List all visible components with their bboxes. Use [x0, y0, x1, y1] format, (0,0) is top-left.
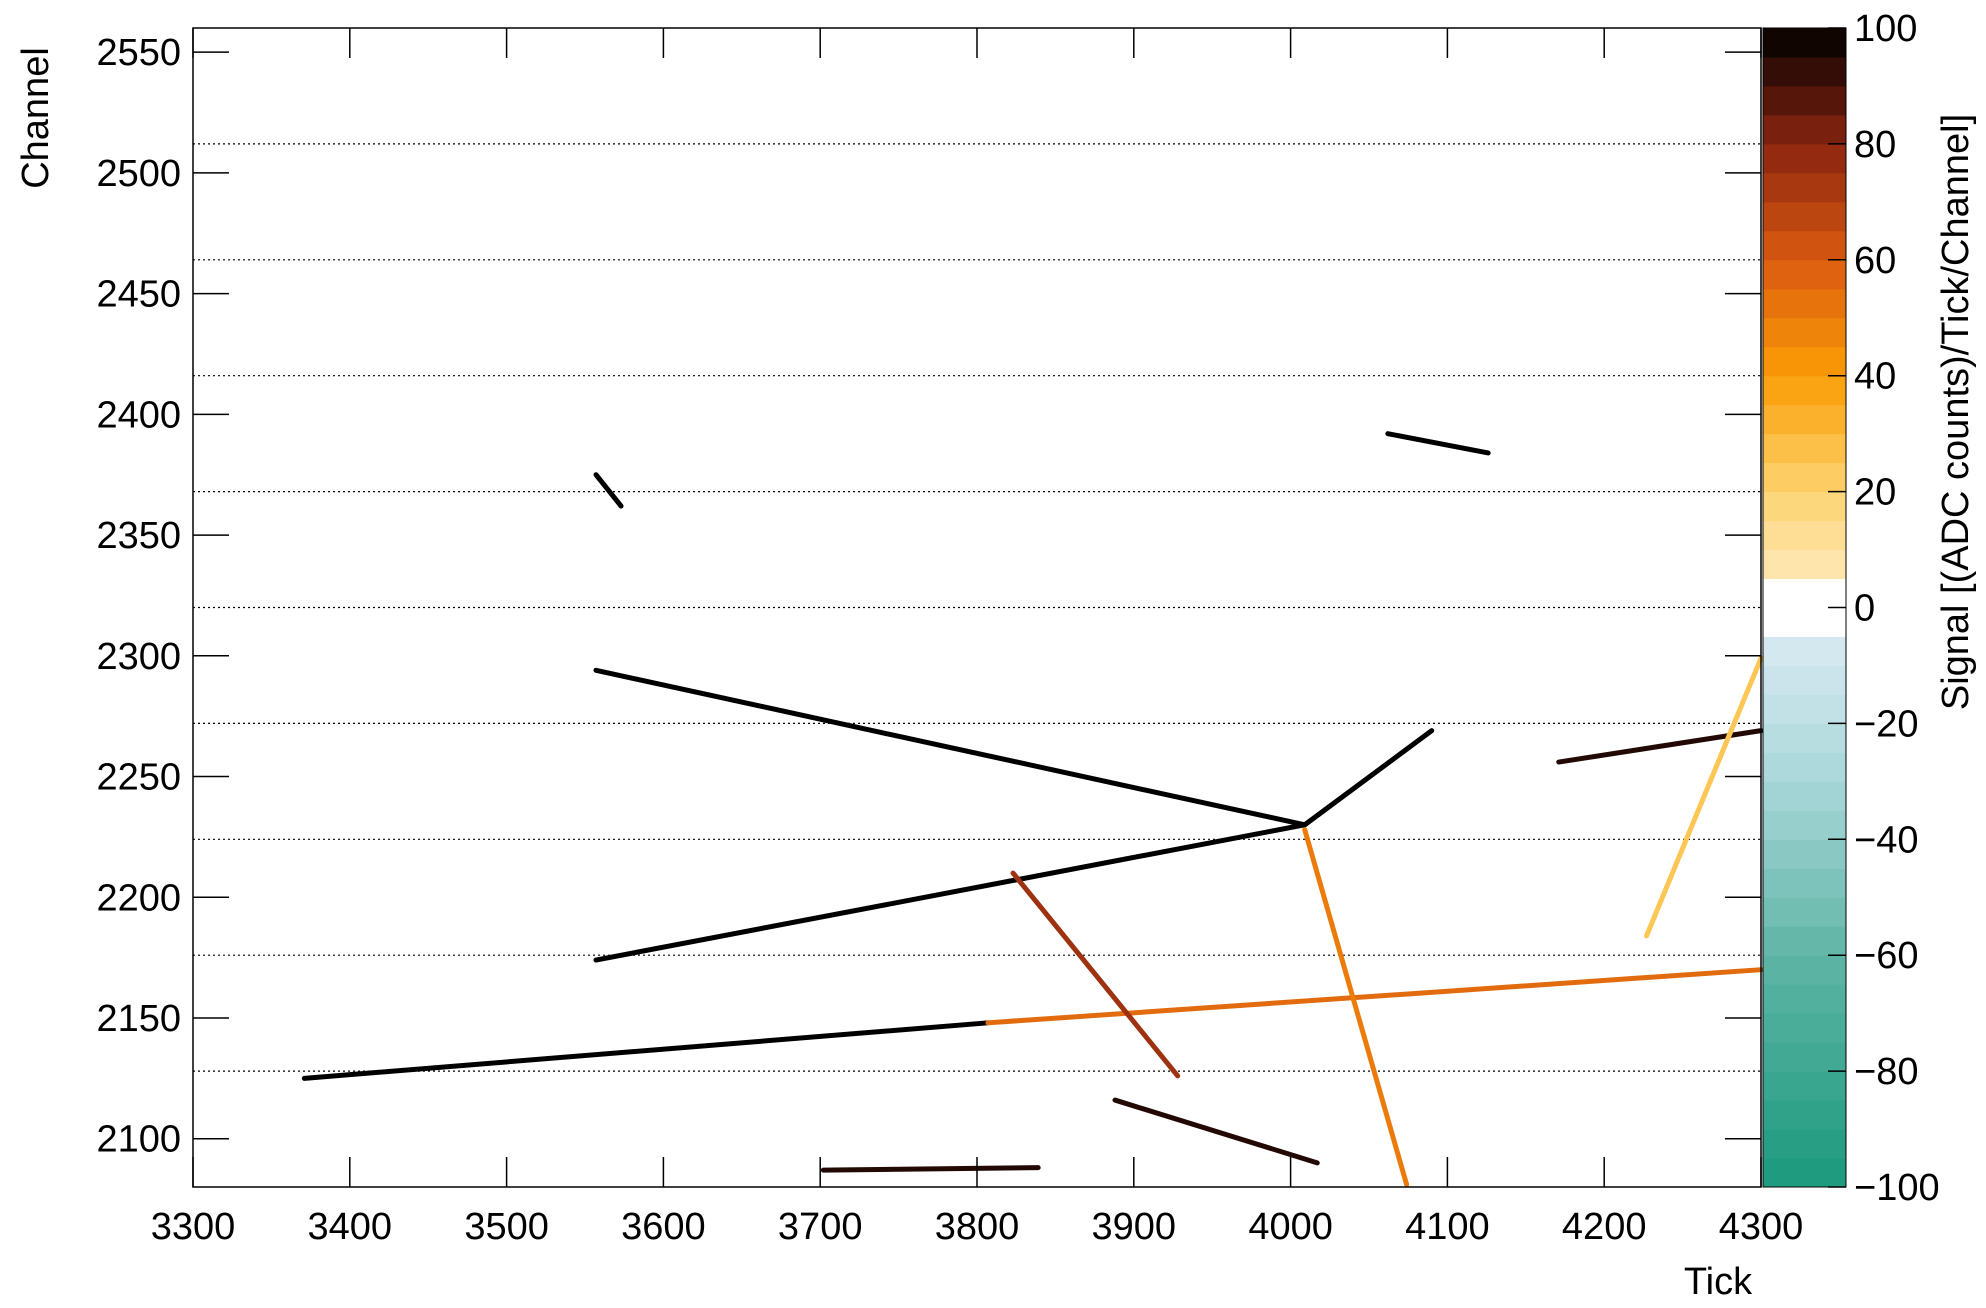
colorbar-tick-label: 80 — [1854, 124, 1896, 166]
colorbar-step — [1763, 57, 1846, 86]
colorbar-tick-label: −80 — [1854, 1051, 1918, 1093]
colorbar-tick-label: −20 — [1854, 703, 1918, 745]
colorbar-step — [1763, 868, 1846, 897]
colorbar-step — [1763, 1129, 1846, 1158]
colorbar-tick-label: 100 — [1854, 8, 1917, 50]
colorbar-tick-label: −60 — [1854, 935, 1918, 977]
colorbar-step — [1763, 984, 1846, 1013]
colorbar-step — [1763, 781, 1846, 810]
colorbar-step — [1763, 839, 1846, 868]
x-tick-label: 3900 — [1092, 1206, 1177, 1248]
colorbar-step — [1763, 810, 1846, 839]
colorbar-step — [1763, 173, 1846, 202]
y-tick-label: 2450 — [96, 274, 181, 316]
x-tick-label: 4100 — [1405, 1206, 1490, 1248]
colorbar-step — [1763, 28, 1846, 57]
y-tick-label: 2400 — [96, 394, 181, 436]
y-tick-label: 2500 — [96, 153, 181, 195]
colorbar-step — [1763, 144, 1846, 173]
colorbar-step — [1763, 752, 1846, 781]
colorbar-step — [1763, 463, 1846, 492]
colorbar-step — [1763, 579, 1846, 608]
y-tick-label: 2550 — [96, 32, 181, 74]
x-tick-label: 3700 — [778, 1206, 863, 1248]
colorbar-step — [1763, 1158, 1846, 1187]
y-tick-label: 2200 — [96, 877, 181, 919]
y-tick-label: 2150 — [96, 998, 181, 1040]
y-tick-label: 2100 — [96, 1119, 181, 1161]
colorbar-step — [1763, 694, 1846, 723]
x-tick-label: 4200 — [1562, 1206, 1647, 1248]
colorbar-step — [1763, 521, 1846, 550]
x-tick-label: 4300 — [1719, 1206, 1804, 1248]
y-tick-label: 2250 — [96, 757, 181, 799]
colorbar-step — [1763, 289, 1846, 318]
colorbar-step — [1763, 608, 1846, 637]
colorbar-step — [1763, 115, 1846, 144]
colorbar-step — [1763, 202, 1846, 231]
colorbar-tick-label: 60 — [1854, 240, 1896, 282]
colorbar-step — [1763, 550, 1846, 579]
colorbar-tick-label: −100 — [1854, 1167, 1940, 1209]
colorbar-tick-label: 0 — [1854, 588, 1875, 630]
colorbar-step — [1763, 405, 1846, 434]
colorbar-step — [1763, 723, 1846, 752]
x-axis-title: Tick — [1684, 1261, 1753, 1303]
colorbar-step — [1763, 260, 1846, 289]
colorbar-tick-label: −40 — [1854, 819, 1918, 861]
colorbar-step — [1763, 897, 1846, 926]
x-tick-label: 3600 — [621, 1206, 706, 1248]
colorbar-tick-label: 20 — [1854, 472, 1896, 514]
colorbar-step — [1763, 347, 1846, 376]
colorbar-step — [1763, 492, 1846, 521]
colorbar-step — [1763, 318, 1846, 347]
y-tick-label: 2300 — [96, 636, 181, 678]
colorbar-step — [1763, 231, 1846, 260]
colorbar-step — [1763, 1100, 1846, 1129]
colorbar-step — [1763, 1013, 1846, 1042]
colorbar-step — [1763, 434, 1846, 463]
colorbar-step — [1763, 665, 1846, 694]
colorbar-tick-label: 40 — [1854, 356, 1896, 398]
y-axis-title: Channel — [15, 47, 57, 189]
track — [823, 1168, 1038, 1170]
colorbar-step — [1763, 1071, 1846, 1100]
colorbar-step — [1763, 86, 1846, 115]
x-tick-label: 3400 — [308, 1206, 393, 1248]
colorbar-step — [1763, 926, 1846, 955]
colorbar-step — [1763, 955, 1846, 984]
x-tick-label: 3800 — [935, 1206, 1020, 1248]
x-tick-label: 3300 — [151, 1206, 236, 1248]
x-tick-label: 4000 — [1248, 1206, 1333, 1248]
colorbar-step — [1763, 376, 1846, 405]
colorbar-title: Signal [(ADC counts)/Tick/Channel] — [1935, 114, 1977, 710]
x-tick-label: 3500 — [464, 1206, 549, 1248]
colorbar-step — [1763, 1042, 1846, 1071]
y-tick-label: 2350 — [96, 515, 181, 557]
colorbar-step — [1763, 636, 1846, 665]
